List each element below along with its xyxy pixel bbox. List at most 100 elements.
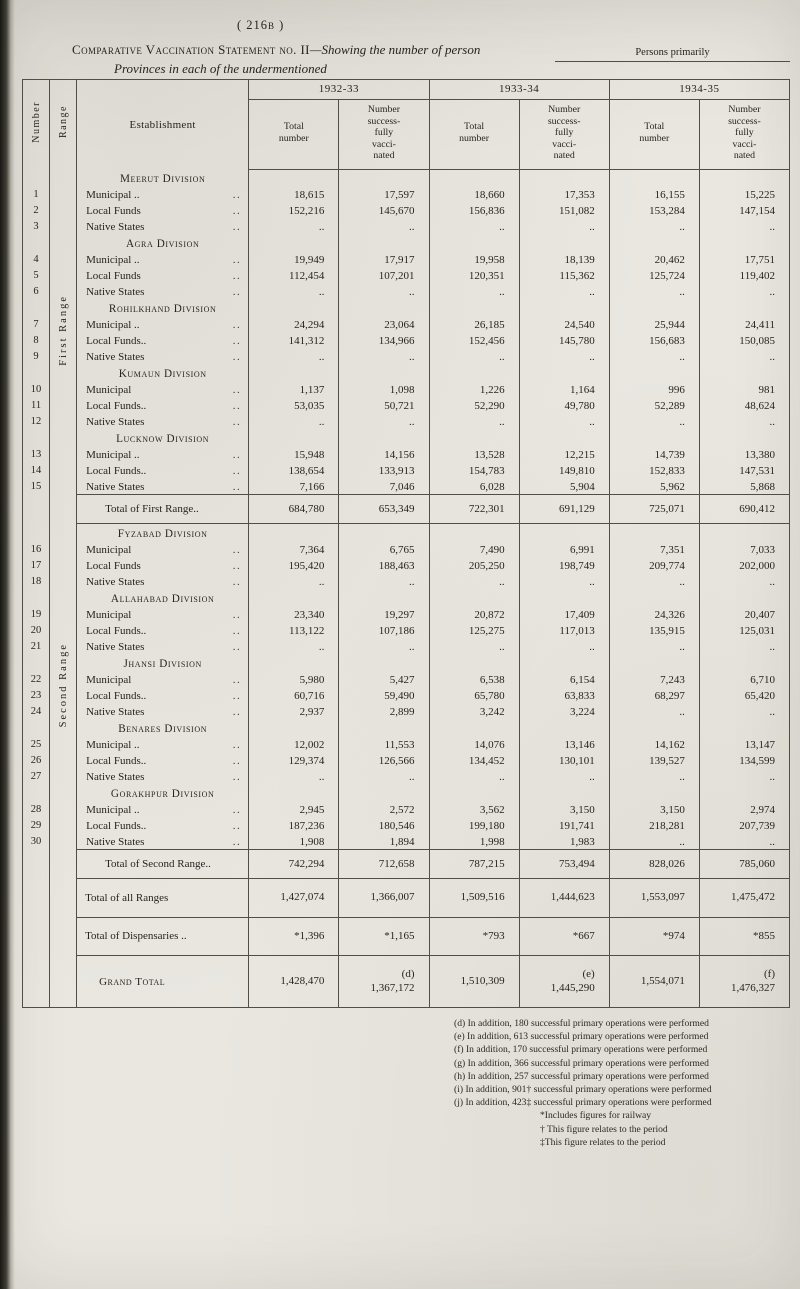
- footnote-double-dagger: ‡This figure relates to the period: [540, 1136, 666, 1148]
- cell-value: 6,765: [338, 541, 429, 557]
- cell-value: 156,836: [428, 202, 520, 218]
- cell-value: ..: [518, 218, 610, 234]
- cell-value: 145,780: [518, 332, 610, 348]
- row-label-text: Native States: [86, 285, 145, 298]
- row-number: 12: [21, 413, 50, 429]
- row-label-text: Municipal ..: [86, 253, 140, 266]
- dot-leader: ..: [232, 448, 242, 461]
- cell-value: ..: [248, 573, 339, 589]
- cell-value: 65,780: [428, 687, 520, 703]
- table-row: 7 Municipal .... 24,294 23,064 26,185 24,540 2…: [21, 316, 790, 332]
- dot-leader: ..: [232, 204, 242, 217]
- division-row: Gorakhpur Division: [21, 784, 790, 801]
- grand-row-value: *1,165: [338, 916, 429, 956]
- cell-value: 23,064: [338, 316, 429, 332]
- cell-value: ..: [428, 638, 520, 654]
- dot-leader: ..: [232, 220, 242, 233]
- cell-value: 52,289: [608, 397, 700, 413]
- cell-value: 3,562: [428, 801, 520, 817]
- range-spacer: [49, 849, 77, 879]
- range-total-row: Total of First Range.. 684,780 653,349 722,…: [21, 494, 790, 524]
- range-total-value: 828,026: [608, 849, 700, 879]
- row-number-blank: [21, 654, 50, 671]
- table-row: 27 Native States..............: [21, 768, 790, 784]
- cell-value: 188,463: [338, 557, 429, 573]
- cell-value: 17,917: [338, 251, 429, 267]
- table-row: 25 Municipal .... 12,002 11,553 14,076 13,146…: [21, 736, 790, 752]
- cell-value: 1,894: [338, 833, 429, 850]
- row-label-text: Native States: [86, 220, 145, 233]
- cell-value: ..: [338, 573, 429, 589]
- col-header-number-label: Number: [30, 101, 42, 143]
- row-label: Native States..: [76, 413, 249, 429]
- table-row: 19 Municipal.. 23,340 19,297 20,872 17,409 24,…: [21, 606, 790, 622]
- cell-value: 1,226: [428, 381, 520, 397]
- row-number-blank: [21, 299, 50, 316]
- row-label: Native States..: [76, 478, 249, 495]
- cell-value: 154,783: [428, 462, 520, 478]
- dot-leader: ..: [232, 269, 242, 282]
- row-label-text: Municipal: [86, 608, 132, 621]
- grand-row-value: (e) 1,445,290: [518, 955, 610, 1008]
- cell-value: ..: [338, 348, 429, 364]
- grand-row-value: *667: [518, 916, 610, 956]
- cell-value: 112,454: [248, 267, 339, 283]
- persons-primarily-header: Persons primarily: [555, 47, 790, 62]
- cell-value: ..: [248, 638, 339, 654]
- statement-title-main: Comparative Vaccination Statement no. II: [72, 42, 310, 57]
- table-row: 8 Local Funds.... 141,312 134,966 152,456 145…: [21, 332, 790, 348]
- blank-cell: [698, 719, 790, 736]
- row-label-text: Municipal ..: [86, 448, 140, 461]
- table-row: 29 Local Funds.... 187,236 180,546 199,180 19…: [21, 817, 790, 833]
- row-number-blank: [21, 429, 50, 446]
- blank-cell: [248, 589, 339, 606]
- row-label: Local Funds....: [76, 462, 249, 478]
- blank-cell: [428, 169, 520, 186]
- row-label: Local Funds....: [76, 332, 249, 348]
- cell-value: 1,998: [428, 833, 520, 850]
- grand-row-value: 1,553,097: [608, 878, 700, 917]
- row-label: Native States..: [76, 638, 249, 654]
- range-total-value: 787,215: [428, 849, 520, 879]
- blank-cell: [518, 719, 610, 736]
- col-header-success-2: Number success- fully vacci- nated: [518, 99, 610, 170]
- dot-leader: ..: [232, 415, 242, 428]
- row-label-text: Local Funds: [86, 204, 141, 217]
- row-label: Municipal ....: [76, 251, 249, 267]
- cell-value: ..: [248, 348, 339, 364]
- col-header-total-3: Total number: [608, 99, 700, 170]
- row-number: 22: [21, 671, 50, 687]
- row-number: 28: [21, 801, 50, 817]
- dot-leader: ..: [232, 705, 242, 718]
- row-number: 8: [21, 332, 50, 348]
- cell-value: ..: [698, 833, 790, 850]
- row-label-text: Local Funds: [86, 559, 141, 572]
- grand-row-value: *1,396: [248, 916, 339, 956]
- cell-value: 14,076: [428, 736, 520, 752]
- row-number: 1: [21, 186, 50, 202]
- range-label-cell: First Range: [49, 169, 77, 495]
- grand-row-label: Total of all Ranges: [76, 878, 249, 917]
- row-number-blank: [21, 955, 50, 1008]
- row-label: Municipal..: [76, 671, 249, 687]
- row-label-text: Municipal ..: [86, 188, 140, 201]
- blank-cell: [608, 429, 700, 446]
- row-label: Local Funds....: [76, 687, 249, 703]
- cell-value: 107,201: [338, 267, 429, 283]
- blank-cell: [338, 589, 429, 606]
- row-label: Native States..: [76, 703, 249, 719]
- blank-cell: [518, 169, 610, 186]
- row-number-blank: [21, 719, 50, 736]
- row-number: 18: [21, 573, 50, 589]
- cell-value: 13,147: [698, 736, 790, 752]
- dot-leader: ..: [232, 543, 242, 556]
- division-row: Lucknow Division: [21, 429, 790, 446]
- cell-value: ..: [428, 573, 520, 589]
- cell-value: 1,098: [338, 381, 429, 397]
- row-label: Local Funds....: [76, 817, 249, 833]
- row-number: 14: [21, 462, 50, 478]
- row-label: Local Funds....: [76, 397, 249, 413]
- division-row: Second Range Fyzabad Division: [21, 523, 790, 850]
- table-row: 4 Municipal .... 19,949 17,917 19,958 18,139 2…: [21, 251, 790, 267]
- row-number-blank: [21, 523, 50, 541]
